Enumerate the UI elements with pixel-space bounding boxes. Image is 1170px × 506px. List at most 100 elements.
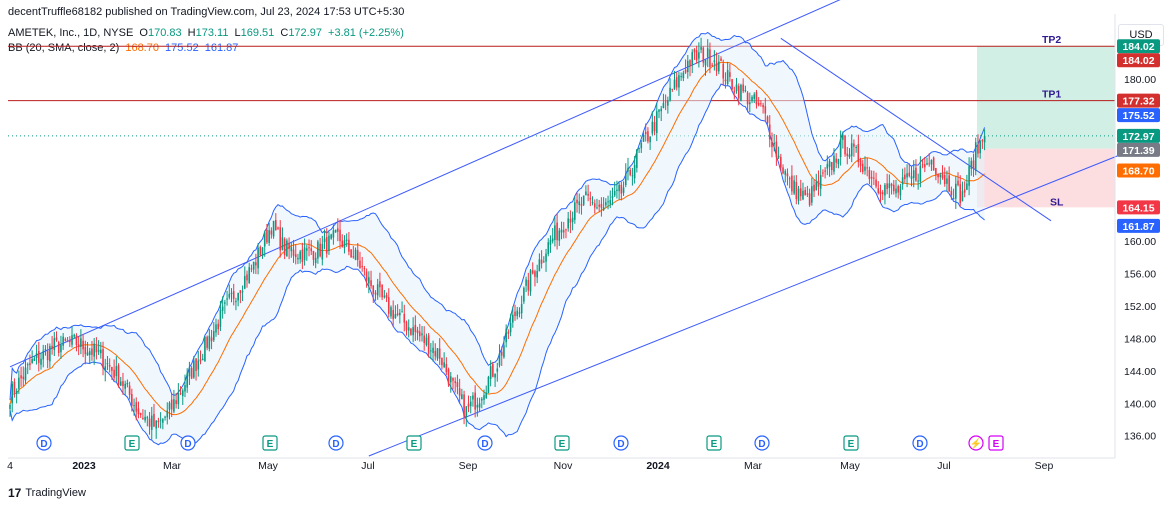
candle-body [26, 364, 29, 366]
bb-indicator-label[interactable]: BB (20, SMA, close, 2) [8, 42, 120, 54]
candle-body [509, 322, 512, 333]
candle-body [955, 183, 957, 199]
horizontal-lines[interactable]: TP2 TP1 [8, 34, 1115, 137]
candle-body [764, 106, 767, 114]
candle-body [680, 76, 682, 78]
bb-upper-value: 175.52 [165, 42, 199, 54]
trend-channel[interactable] [9, 0, 1118, 457]
event-marker-letter: E [993, 439, 1000, 450]
event-marker-shape [988, 435, 1004, 451]
position-tool[interactable]: SL [977, 46, 1115, 208]
candle-body [22, 376, 25, 380]
stop-loss-label: SL [1050, 196, 1064, 208]
candle-body [908, 172, 911, 177]
price-tag-box [1117, 200, 1160, 215]
dividend-event-icon[interactable]: D [328, 435, 344, 451]
candle-body [449, 376, 452, 383]
candle-body [403, 313, 406, 323]
candle-body [279, 227, 282, 251]
candle-body [706, 48, 709, 58]
candle-body [153, 413, 155, 427]
candle-body [844, 135, 846, 155]
candle-body [974, 142, 977, 171]
candle-body [540, 259, 543, 264]
candle-body [212, 331, 215, 341]
candle-body [412, 327, 414, 336]
candle-body [476, 404, 479, 408]
candle-body [421, 333, 423, 336]
candle-body [263, 232, 266, 247]
candle-body [224, 302, 226, 304]
candle-body [168, 402, 171, 410]
candle-body [463, 394, 465, 417]
candle-body [354, 249, 357, 260]
symbol-name[interactable]: AMETEK, Inc., 1D, NYSE [8, 27, 134, 39]
candle-body [895, 188, 897, 194]
candle-body [904, 174, 906, 180]
candle-body [418, 331, 421, 337]
candle-body [737, 85, 740, 99]
candle-body [445, 364, 448, 373]
dividend-event-icon[interactable]: D [912, 435, 928, 451]
candle-body [881, 192, 884, 195]
event-marker-letter: E [267, 439, 274, 450]
candle-body [62, 336, 64, 346]
candle-body [642, 134, 645, 142]
candle-body [348, 239, 350, 252]
candle-body [600, 203, 603, 208]
candle-body [498, 353, 501, 366]
candle-body [82, 340, 84, 350]
candle-body [361, 266, 363, 268]
earnings-event-icon[interactable]: E [554, 435, 570, 451]
candle-body [609, 199, 612, 204]
candle-body [117, 365, 120, 386]
candle-body [640, 143, 643, 149]
candle-body [968, 166, 970, 186]
event-marker-shape [968, 435, 984, 451]
earnings-event-icon[interactable]: E [262, 435, 278, 451]
price-tags: 184.02 184.02 177.32 175.52 172.97 171.39 168.… [1117, 39, 1160, 233]
dividend-event-icon[interactable]: D [477, 435, 493, 451]
footer: 17 TradingView [8, 486, 86, 500]
candle-body [912, 170, 915, 178]
event-markers[interactable]: D E D E D E D E D E D E D ⚡ E [36, 435, 1004, 451]
candle-body [658, 109, 660, 112]
candle-body [596, 207, 598, 209]
dividend-event-icon[interactable]: D [754, 435, 770, 451]
candle-body [325, 236, 328, 254]
x-tick-label: 2023 [72, 460, 96, 472]
event-marker-shape [613, 435, 629, 451]
candle-body [303, 247, 306, 260]
candle-body [558, 230, 561, 241]
event-marker-shape [554, 435, 570, 451]
candle-body [514, 311, 516, 317]
x-tick-label: May [258, 460, 279, 472]
candle-body [108, 364, 111, 367]
candle-body [695, 50, 698, 61]
candle-body [312, 250, 315, 260]
earnings-event-icon[interactable]: E [988, 435, 1004, 451]
candle-body [698, 52, 700, 59]
candle-body [458, 388, 461, 396]
candle-body [571, 217, 574, 222]
candle-body [343, 240, 346, 248]
earnings-event-icon[interactable]: E [706, 435, 722, 451]
earnings-event-icon[interactable]: E [124, 435, 140, 451]
dividend-event-icon[interactable]: D [180, 435, 196, 451]
candle-body [301, 249, 304, 262]
candle-body [228, 293, 231, 298]
dividend-event-icon[interactable]: D [36, 435, 52, 451]
earnings-event-icon[interactable]: E [406, 435, 422, 451]
candle-body [385, 295, 388, 298]
dividend-event-icon[interactable]: D [613, 435, 629, 451]
candle-body [181, 390, 184, 397]
candle-body [49, 346, 51, 362]
candle-body [321, 243, 324, 260]
candle-body [574, 202, 576, 220]
split-event-icon[interactable]: ⚡ [968, 435, 984, 451]
candle-body [193, 360, 195, 378]
earnings-event-icon[interactable]: E [843, 435, 859, 451]
bb-upper-line [9, 31, 986, 401]
candle-body [292, 249, 295, 256]
